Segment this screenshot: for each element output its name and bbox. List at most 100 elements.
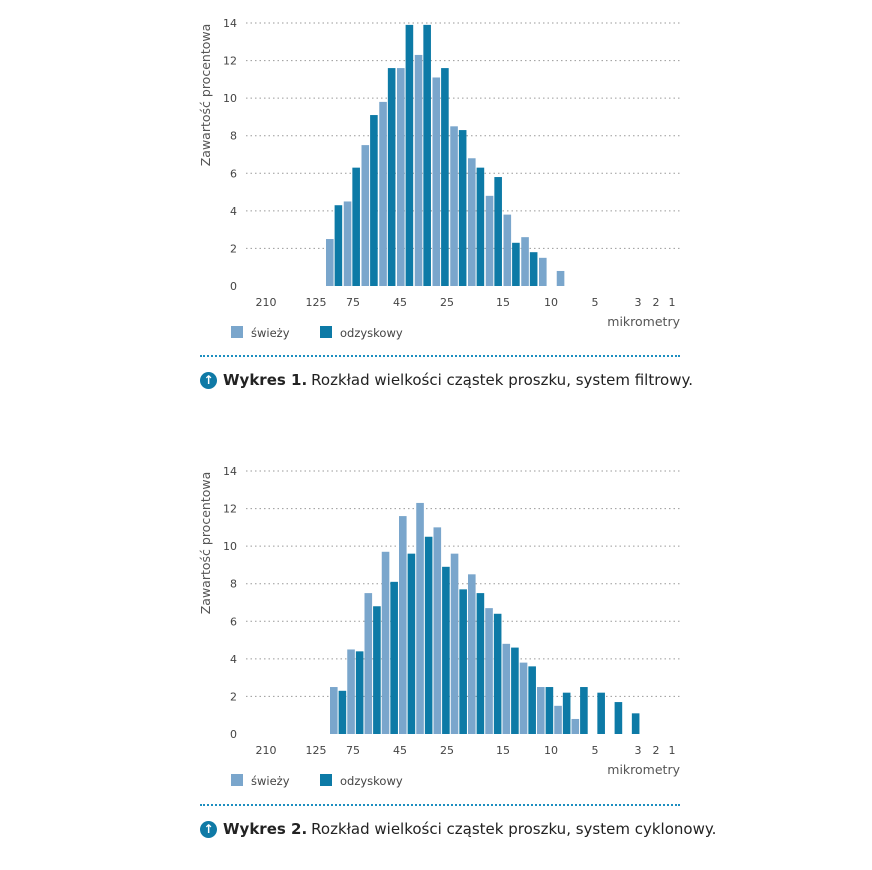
bar-fresh bbox=[381, 551, 390, 734]
bar-fresh bbox=[556, 270, 565, 286]
x-tick-label: 210 bbox=[256, 744, 277, 757]
bar-fresh bbox=[414, 54, 423, 286]
x-tick-label: 15 bbox=[496, 296, 510, 309]
bar-fresh bbox=[503, 214, 512, 286]
bar-fresh bbox=[432, 77, 441, 286]
y-tick-label: 2 bbox=[230, 690, 237, 703]
caption-1-text: Rozkład wielkości cząstek proszku, syste… bbox=[311, 371, 694, 389]
bar-recycled bbox=[334, 205, 343, 286]
bar-fresh bbox=[468, 574, 476, 734]
bar-fresh bbox=[330, 687, 338, 734]
bar-recycled bbox=[614, 702, 623, 734]
legend-label-fresh: świeży bbox=[251, 326, 290, 340]
bar-recycled bbox=[476, 167, 485, 286]
bar-fresh bbox=[502, 643, 511, 734]
x-tick-label: 75 bbox=[346, 744, 360, 757]
bar-recycled bbox=[352, 167, 360, 286]
x-tick-label: 5 bbox=[592, 744, 599, 757]
bar-recycled bbox=[405, 24, 414, 286]
x-axis-label: mikrometry bbox=[607, 762, 680, 777]
x-tick-label: 2 bbox=[653, 744, 660, 757]
caption-1: ↑ Wykres 1. Rozkład wielkości cząstek pr… bbox=[200, 371, 693, 389]
bar-recycled bbox=[423, 24, 431, 286]
bar-fresh bbox=[450, 126, 458, 286]
bar-fresh bbox=[485, 608, 493, 734]
y-tick-label: 8 bbox=[230, 578, 237, 591]
legend-label-recycled: odzyskowy bbox=[340, 774, 403, 788]
bar-recycled bbox=[494, 177, 502, 286]
arrow-up-icon: ↑ bbox=[200, 371, 217, 389]
x-tick-label: 25 bbox=[440, 744, 454, 757]
bar-fresh bbox=[347, 649, 355, 734]
bar-recycled bbox=[458, 130, 467, 286]
bar-fresh bbox=[571, 718, 580, 734]
bar-recycled bbox=[355, 651, 364, 734]
x-tick-label: 15 bbox=[496, 744, 510, 757]
bar-fresh bbox=[468, 158, 476, 286]
separator-2 bbox=[200, 804, 680, 806]
x-tick-label: 125 bbox=[306, 296, 327, 309]
x-tick-label: 45 bbox=[393, 296, 407, 309]
bar-fresh bbox=[485, 195, 494, 286]
bar-fresh bbox=[539, 257, 547, 286]
bar-fresh bbox=[450, 553, 459, 734]
bar-recycled bbox=[631, 713, 640, 734]
bar-fresh bbox=[537, 687, 545, 734]
x-tick-label: 125 bbox=[306, 744, 327, 757]
legend-label-recycled: odzyskowy bbox=[340, 326, 403, 340]
x-tick-label: 2 bbox=[653, 296, 660, 309]
bar-fresh bbox=[379, 101, 387, 287]
x-tick-label: 1 bbox=[669, 744, 676, 757]
y-axis-label: Zawartość procentowa bbox=[198, 24, 213, 167]
y-tick-label: 4 bbox=[230, 205, 237, 218]
legend-swatch-recycled bbox=[320, 326, 332, 338]
legend-label-fresh: świeży bbox=[251, 774, 290, 788]
y-tick-label: 14 bbox=[223, 465, 237, 478]
x-tick-label: 10 bbox=[544, 744, 558, 757]
bar-recycled bbox=[370, 115, 378, 286]
x-axis-label: mikrometry bbox=[607, 314, 680, 329]
separator-1 bbox=[200, 355, 680, 357]
y-tick-label: 14 bbox=[223, 17, 237, 30]
bar-recycled bbox=[459, 589, 467, 734]
caption-2-text: Rozkład wielkości cząstek proszku, syste… bbox=[311, 820, 717, 838]
bar-fresh bbox=[399, 516, 407, 734]
y-tick-label: 6 bbox=[230, 615, 237, 628]
bar-recycled bbox=[442, 566, 450, 734]
bar-recycled bbox=[580, 687, 588, 734]
x-tick-label: 75 bbox=[346, 296, 360, 309]
y-tick-label: 0 bbox=[230, 728, 237, 741]
bar-fresh bbox=[361, 145, 370, 286]
x-tick-label: 210 bbox=[256, 296, 277, 309]
y-tick-label: 8 bbox=[230, 130, 237, 143]
bar-recycled bbox=[529, 252, 538, 286]
bar-fresh bbox=[416, 502, 424, 734]
legend-swatch-fresh bbox=[231, 774, 243, 786]
y-tick-label: 6 bbox=[230, 167, 237, 180]
y-tick-label: 4 bbox=[230, 653, 237, 666]
x-tick-label: 5 bbox=[592, 296, 599, 309]
bar-recycled bbox=[407, 553, 416, 734]
bar-recycled bbox=[562, 692, 571, 734]
bar-recycled bbox=[390, 581, 398, 734]
bar-recycled bbox=[387, 68, 396, 286]
bar-fresh bbox=[433, 527, 442, 734]
x-tick-label: 10 bbox=[544, 296, 558, 309]
bar-recycled bbox=[424, 536, 433, 734]
bar-fresh bbox=[343, 201, 352, 286]
bar-recycled bbox=[545, 687, 554, 734]
bar-fresh bbox=[519, 662, 528, 734]
caption-2-label: Wykres 2. bbox=[223, 820, 308, 838]
x-tick-label: 3 bbox=[635, 744, 642, 757]
x-tick-label: 25 bbox=[440, 296, 454, 309]
bar-fresh bbox=[521, 237, 529, 286]
bar-recycled bbox=[597, 692, 605, 734]
y-tick-label: 10 bbox=[223, 540, 237, 553]
y-tick-label: 12 bbox=[223, 55, 237, 68]
y-tick-label: 2 bbox=[230, 242, 237, 255]
legend-swatch-fresh bbox=[231, 326, 243, 338]
x-tick-label: 45 bbox=[393, 744, 407, 757]
bar-fresh bbox=[554, 705, 562, 734]
bar-fresh bbox=[364, 593, 373, 734]
